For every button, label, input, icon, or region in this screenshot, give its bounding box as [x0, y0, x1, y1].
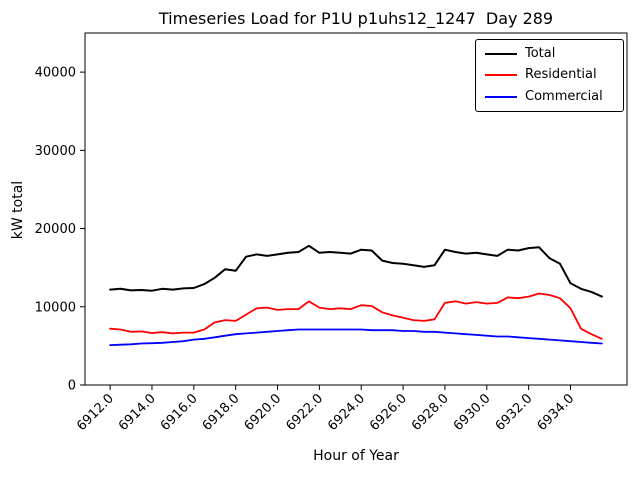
y-axis-label: kW total: [10, 180, 26, 240]
series-line-total: [109, 244, 603, 298]
x-tick-label: 6920.0: [242, 391, 285, 434]
x-tick-label: 6916.0: [158, 391, 201, 434]
legend-label-total: Total: [525, 46, 556, 61]
legend-label-residential: Residential: [525, 67, 597, 83]
legend-line-commercial: [485, 95, 517, 98]
axes-frame: [84, 32, 628, 386]
x-tick-label: 6934.0: [535, 391, 578, 434]
x-tick-label: 6922.0: [283, 391, 326, 434]
x-axis-label: Hour of Year: [313, 448, 399, 464]
series-line-commercial: [109, 328, 603, 347]
y-tick-label: 20000: [35, 222, 76, 237]
y-tick-label: 10000: [35, 300, 76, 315]
y-tick-label: 30000: [35, 144, 76, 159]
x-tick-label: 6912.0: [74, 391, 117, 434]
x-tick-label: 6914.0: [116, 391, 159, 434]
legend-item-commercial: Commercial: [485, 88, 613, 104]
x-tick-label: 6930.0: [451, 391, 494, 434]
y-tick-label: 0: [68, 379, 76, 394]
x-tick-label: 6924.0: [325, 391, 368, 434]
legend-line-total: [485, 53, 517, 56]
series-line-residential: [109, 292, 603, 340]
legend-label-commercial: Commercial: [525, 88, 603, 104]
chart-title: Timeseries Load for P1U p1uhs12_1247 Day…: [158, 9, 554, 28]
legend-line-residential: [485, 74, 517, 77]
x-tick-label: 6928.0: [409, 391, 452, 434]
legend-item-residential: Residential: [485, 67, 613, 83]
x-tick-label: 6918.0: [200, 391, 243, 434]
legend: Total Residential Commercial: [475, 39, 624, 112]
x-tick-label: 6932.0: [493, 391, 536, 434]
x-tick-label: 6926.0: [367, 391, 410, 434]
y-tick-label: 40000: [35, 66, 76, 81]
legend-item-total: Total: [485, 46, 613, 61]
